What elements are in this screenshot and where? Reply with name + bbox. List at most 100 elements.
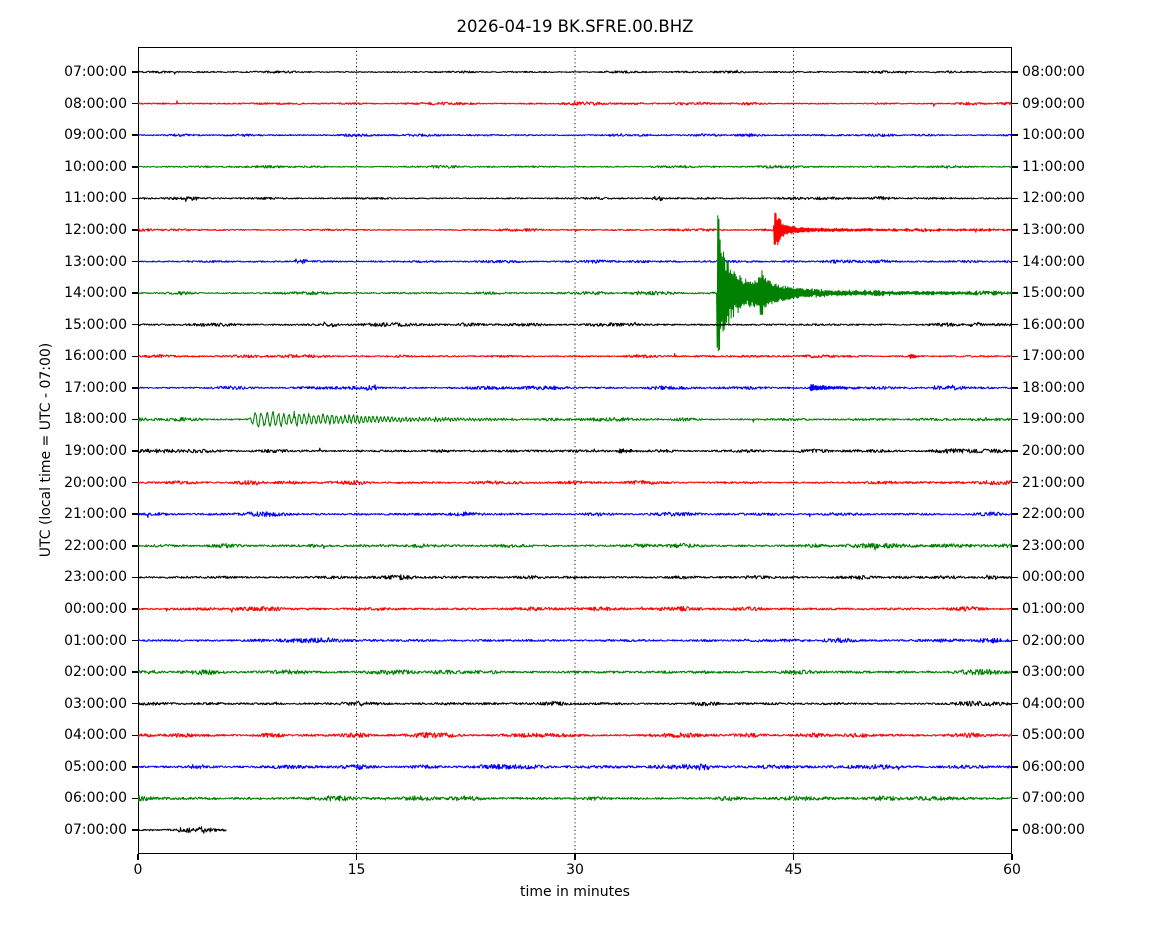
y-tick-mark-right [1012, 355, 1018, 357]
trace-02:00:00 [138, 668, 1012, 676]
plot-title: 2026-04-19 BK.SFRE.00.BHZ [456, 17, 694, 36]
utc-end-time-label: 16:00:00 [1022, 316, 1085, 333]
y-tick-mark-right [1012, 639, 1018, 642]
trace-21:00:00 [138, 511, 1012, 519]
trace-17:00:00 [138, 383, 1012, 392]
y-tick-mark-left [132, 639, 138, 642]
y-tick-mark-right [1012, 292, 1018, 294]
utc-end-time-label: 23:00:00 [1022, 537, 1085, 554]
y-tick-mark-left [132, 829, 138, 831]
x-tick-label: 45 [784, 862, 803, 878]
utc-start-time-label: 13:00:00 [64, 253, 127, 270]
y-tick-mark-left [132, 197, 138, 200]
trace-22:00:00 [138, 542, 1012, 551]
seismogram-plot-area [138, 47, 1012, 854]
utc-end-time-label: 14:00:00 [1022, 253, 1085, 270]
utc-end-time-label: 12:00:00 [1022, 190, 1085, 207]
trace-10:00:00 [138, 164, 1012, 170]
utc-start-time-label: 08:00:00 [64, 95, 127, 112]
x-tick-mark [1011, 854, 1013, 860]
utc-end-time-label: 00:00:00 [1022, 569, 1085, 586]
trace-20:00:00 [138, 479, 1012, 486]
y-tick-mark-right [1012, 387, 1018, 389]
y-tick-mark-right [1012, 197, 1018, 200]
trace-01:00:00 [138, 637, 1012, 644]
y-tick-mark-left [132, 608, 138, 610]
utc-end-time-label: 05:00:00 [1022, 727, 1085, 744]
trace-07:00:00 [138, 69, 1012, 75]
utc-end-time-label: 21:00:00 [1022, 474, 1085, 491]
y-tick-mark-left [132, 260, 138, 263]
y-tick-mark-left [132, 355, 138, 357]
y-tick-mark-right [1012, 513, 1018, 515]
y-tick-mark-left [132, 166, 138, 168]
trace-16:00:00 [138, 352, 1012, 360]
y-tick-mark-left [132, 387, 138, 389]
y-tick-mark-right [1012, 102, 1018, 105]
utc-end-time-label: 19:00:00 [1022, 411, 1085, 428]
x-tick-mark [574, 854, 576, 860]
utc-start-time-label: 16:00:00 [64, 348, 127, 365]
trace-08:00:00 [138, 100, 1012, 108]
utc-end-time-label: 17:00:00 [1022, 348, 1085, 365]
y-tick-mark-right [1012, 671, 1018, 673]
y-tick-mark-right [1012, 418, 1018, 421]
utc-end-time-label: 02:00:00 [1022, 632, 1085, 649]
y-tick-mark-right [1012, 829, 1018, 831]
y-tick-mark-left [132, 671, 138, 673]
utc-start-time-label: 20:00:00 [64, 474, 127, 491]
utc-start-time-label: 15:00:00 [64, 316, 127, 333]
utc-start-time-label: 09:00:00 [64, 127, 127, 144]
utc-start-time-label: 02:00:00 [64, 664, 127, 681]
utc-start-time-label: 10:00:00 [64, 158, 127, 175]
y-tick-mark-left [132, 513, 138, 515]
utc-start-time-label: 01:00:00 [64, 632, 127, 649]
y-tick-mark-right [1012, 734, 1018, 736]
y-tick-mark-left [132, 481, 138, 484]
utc-end-time-label: 09:00:00 [1022, 95, 1085, 112]
utc-start-time-label: 12:00:00 [64, 221, 127, 238]
y-tick-mark-right [1012, 229, 1018, 231]
trace-13:00:00 [138, 258, 1012, 265]
y-tick-mark-right [1012, 797, 1018, 800]
trace-14:00:00 [138, 215, 1012, 352]
utc-start-time-label: 11:00:00 [64, 190, 127, 207]
y-tick-mark-right [1012, 166, 1018, 168]
y-tick-mark-right [1012, 260, 1018, 263]
x-tick-label: 0 [133, 862, 143, 878]
y-tick-mark-left [132, 734, 138, 736]
y-tick-mark-left [132, 229, 138, 231]
trace-18:00:00 [138, 410, 1012, 428]
trace-19:00:00 [138, 447, 1012, 454]
utc-start-time-label: 06:00:00 [64, 790, 127, 807]
x-tick-mark [137, 854, 139, 860]
trace-11:00:00 [138, 195, 1012, 203]
utc-end-time-label: 18:00:00 [1022, 379, 1085, 396]
utc-start-time-label: 04:00:00 [64, 727, 127, 744]
utc-end-time-label: 15:00:00 [1022, 285, 1085, 302]
utc-end-time-label: 13:00:00 [1022, 221, 1085, 238]
utc-end-time-label: 07:00:00 [1022, 790, 1085, 807]
y-tick-mark-left [132, 71, 138, 73]
y-tick-mark-left [132, 797, 138, 800]
y-tick-mark-right [1012, 702, 1018, 705]
utc-end-time-label: 22:00:00 [1022, 506, 1085, 523]
trace-05:00:00 [138, 763, 1012, 771]
trace-15:00:00 [138, 321, 1012, 328]
utc-start-time-label: 21:00:00 [64, 506, 127, 523]
y-tick-mark-right [1012, 450, 1018, 452]
x-tick-label: 15 [347, 862, 366, 878]
utc-start-time-label: 17:00:00 [64, 379, 127, 396]
trace-06:00:00 [138, 795, 1012, 802]
utc-end-time-label: 08:00:00 [1022, 822, 1085, 838]
utc-start-time-label: 05:00:00 [64, 758, 127, 775]
x-tick-mark [792, 854, 795, 860]
utc-end-time-label: 20:00:00 [1022, 443, 1085, 459]
utc-start-time-label: 18:00:00 [64, 411, 127, 428]
y-tick-mark-left [132, 702, 138, 705]
y-tick-mark-left [132, 766, 138, 768]
y-tick-mark-left [132, 292, 138, 294]
utc-start-time-label: 07:00:00 [64, 64, 127, 80]
utc-start-time-label: 22:00:00 [64, 537, 127, 554]
utc-end-time-label: 08:00:00 [1022, 64, 1085, 80]
